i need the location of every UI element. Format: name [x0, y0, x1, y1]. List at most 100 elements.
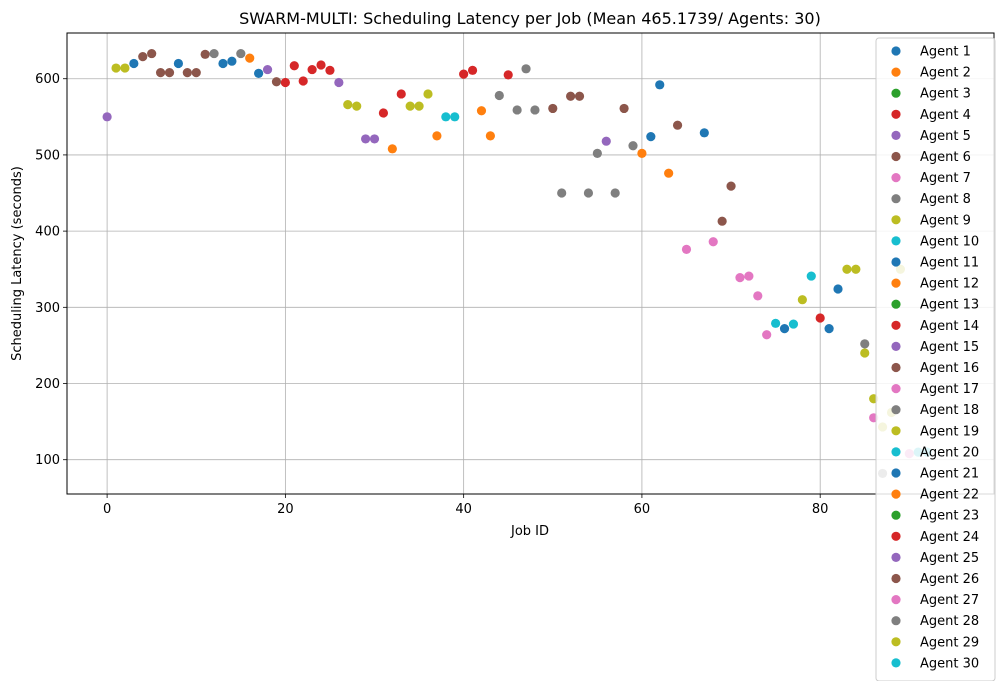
legend-marker	[891, 173, 901, 183]
data-point	[209, 48, 219, 59]
data-point	[708, 237, 718, 247]
data-point	[200, 49, 210, 59]
legend-marker	[891, 257, 901, 267]
data-point	[717, 216, 727, 226]
legend-label: Agent 28	[920, 614, 979, 629]
data-point	[744, 271, 754, 281]
legend-marker	[891, 510, 901, 520]
legend-label: Agent 25	[920, 551, 979, 566]
data-point	[779, 324, 790, 334]
data-point	[280, 77, 290, 88]
legend-label: Agent 8	[920, 192, 971, 207]
legend-marker	[891, 109, 901, 119]
data-point	[432, 131, 442, 141]
data-point	[628, 141, 638, 151]
y-tick-label: 300	[35, 301, 60, 316]
data-point	[245, 53, 255, 63]
legend-marker	[891, 658, 901, 668]
legend-marker	[891, 194, 901, 204]
data-point	[147, 48, 157, 59]
data-point	[120, 63, 130, 73]
y-tick-label: 600	[35, 72, 60, 87]
legend-marker	[891, 67, 901, 77]
data-point	[610, 188, 620, 198]
legend-label: Agent 27	[920, 593, 979, 608]
legend-label: Agent 10	[920, 234, 979, 249]
data-point	[735, 272, 745, 283]
data-point	[343, 100, 353, 110]
data-point	[753, 291, 763, 301]
data-point	[557, 188, 567, 198]
legend-label: Agent 1	[920, 45, 971, 60]
legend-marker	[891, 215, 901, 225]
data-point	[387, 144, 397, 154]
data-point	[254, 68, 264, 78]
legend-marker	[891, 384, 901, 394]
data-point	[583, 188, 594, 198]
data-point	[842, 264, 852, 274]
data-point	[352, 101, 362, 111]
data-point	[423, 89, 433, 99]
plot-frame	[66, 32, 995, 495]
data-point	[672, 120, 683, 130]
legend-label: Agent 3	[920, 87, 971, 102]
legend-marker	[891, 489, 901, 499]
y-tick-label: 200	[35, 377, 60, 392]
legend-label: Agent 15	[920, 340, 979, 355]
data-point	[191, 68, 201, 78]
legend-marker	[891, 447, 901, 457]
data-point	[378, 108, 389, 118]
data-point	[129, 58, 139, 69]
legend-label: Agent 24	[920, 530, 979, 545]
legend-label: Agent 23	[920, 509, 979, 524]
data-point	[182, 68, 192, 78]
legend-marker	[891, 405, 901, 415]
legend-label: Agent 19	[920, 424, 979, 439]
data-point	[467, 65, 478, 75]
data-point	[441, 112, 451, 122]
data-point	[566, 91, 576, 101]
data-point	[771, 318, 781, 328]
data-point	[298, 76, 308, 86]
data-point	[236, 48, 246, 59]
data-point	[164, 68, 175, 78]
legend-marker	[891, 151, 901, 162]
data-point	[485, 131, 495, 141]
data-point	[289, 61, 299, 71]
y-ticks: 100 200 300 400 500 600	[35, 72, 67, 468]
data-point	[860, 348, 870, 358]
y-axis-label: Scheduling Latency (seconds)	[10, 166, 25, 361]
legend-marker	[891, 552, 901, 563]
data-point	[637, 148, 647, 158]
data-point	[574, 91, 585, 101]
legend-marker	[891, 278, 901, 288]
data-point	[797, 295, 807, 305]
grid-lines	[67, 33, 994, 494]
data-point	[271, 77, 282, 87]
data-point	[262, 64, 273, 75]
data-point	[860, 339, 870, 349]
legend-label: Agent 13	[920, 298, 979, 313]
data-point	[530, 105, 540, 115]
legend-label: Agent 2	[920, 66, 971, 81]
data-point	[726, 181, 736, 191]
data-point	[334, 77, 344, 88]
legend-box	[875, 37, 996, 681]
legend-marker	[891, 299, 901, 309]
data-point	[521, 64, 531, 74]
legend-marker	[891, 236, 901, 246]
data-point	[414, 101, 424, 111]
legend-marker	[891, 531, 901, 541]
x-ticks: 0 20 40 60 80	[103, 494, 828, 517]
legend-marker	[891, 88, 901, 98]
data-point	[494, 90, 504, 101]
legend-label: Agent 9	[920, 213, 971, 228]
legend-marker	[891, 341, 901, 351]
legend-label: Agent 29	[920, 635, 979, 650]
data-point	[815, 313, 825, 323]
legend-label: Agent 30	[920, 656, 979, 671]
data-point	[762, 330, 772, 340]
data-point	[218, 58, 228, 69]
data-point	[601, 136, 611, 146]
y-tick-label: 100	[35, 453, 60, 468]
